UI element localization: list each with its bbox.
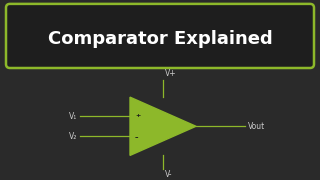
Text: Comparator Explained: Comparator Explained bbox=[48, 30, 272, 48]
FancyBboxPatch shape bbox=[6, 4, 314, 68]
Polygon shape bbox=[130, 97, 196, 155]
Text: +: + bbox=[135, 113, 140, 118]
Text: V₁: V₁ bbox=[69, 112, 77, 121]
Text: –: – bbox=[135, 134, 139, 140]
Text: V-: V- bbox=[165, 170, 172, 179]
Text: V₂: V₂ bbox=[68, 132, 77, 141]
Text: V+: V+ bbox=[165, 69, 177, 78]
Text: Vout: Vout bbox=[248, 122, 265, 131]
